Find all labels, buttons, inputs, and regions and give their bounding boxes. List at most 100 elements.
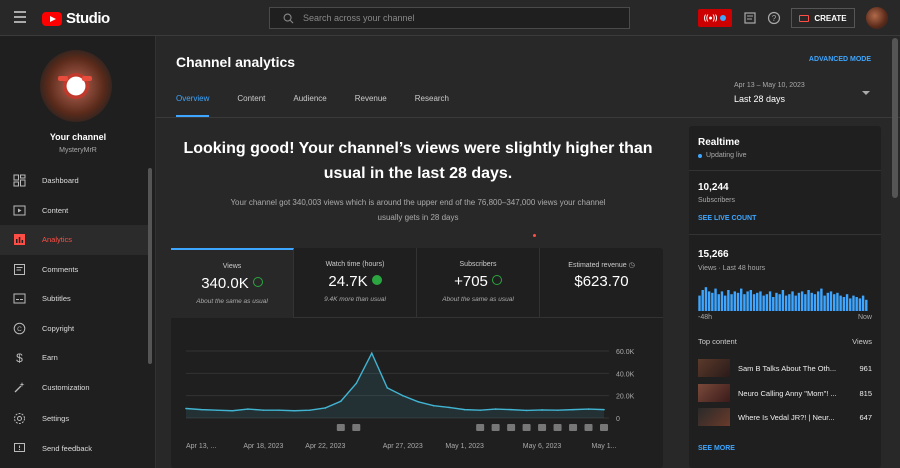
views-data-point[interactable] xyxy=(448,406,450,409)
realtime-bar[interactable] xyxy=(833,294,836,311)
realtime-bar[interactable] xyxy=(736,292,740,311)
sidebar-item-copyright[interactable]: C Copyright xyxy=(0,314,148,344)
video-marker[interactable] xyxy=(476,424,485,431)
advanced-mode-link[interactable]: ADVANCED MODE xyxy=(808,56,871,63)
go-live-button[interactable]: ((●)) xyxy=(698,9,732,27)
realtime-bar[interactable] xyxy=(768,291,772,311)
views-data-point[interactable] xyxy=(479,409,481,411)
views-data-point[interactable] xyxy=(587,408,590,410)
tab-content[interactable]: Content xyxy=(237,94,266,103)
realtime-bar[interactable] xyxy=(714,288,717,311)
views-data-point[interactable] xyxy=(231,409,234,412)
realtime-views-bars[interactable] xyxy=(698,283,868,311)
top-content-row[interactable]: Where Is Vedal JR?! | Neur... 647 xyxy=(698,407,872,427)
realtime-bar[interactable] xyxy=(784,295,788,311)
realtime-bar[interactable] xyxy=(781,290,785,311)
views-data-point[interactable] xyxy=(556,409,559,411)
views-data-point[interactable] xyxy=(510,408,512,411)
video-marker[interactable] xyxy=(491,424,500,431)
tab-revenue[interactable]: Revenue xyxy=(354,94,387,103)
views-data-point[interactable] xyxy=(417,401,420,403)
realtime-bar[interactable] xyxy=(739,288,743,311)
page-scrollbar[interactable] xyxy=(892,38,898,198)
realtime-bar[interactable] xyxy=(861,295,865,311)
date-dropdown-icon[interactable] xyxy=(862,91,870,95)
realtime-bar[interactable] xyxy=(800,291,804,311)
realtime-bar[interactable] xyxy=(842,297,846,311)
sidebar-scrollbar[interactable] xyxy=(148,168,152,364)
create-button[interactable]: CREATE xyxy=(791,8,855,28)
views-data-point[interactable] xyxy=(185,407,187,410)
realtime-bar[interactable] xyxy=(698,295,701,311)
realtime-bar[interactable] xyxy=(858,298,862,311)
realtime-bar[interactable] xyxy=(823,295,826,311)
see-live-count-link[interactable]: SEE LIVE COUNT xyxy=(698,215,757,222)
search-box[interactable] xyxy=(269,7,630,29)
realtime-bar[interactable] xyxy=(852,295,855,311)
realtime-bar[interactable] xyxy=(752,294,756,311)
realtime-bar[interactable] xyxy=(794,295,797,311)
views-data-point[interactable] xyxy=(494,408,497,410)
realtime-bar[interactable] xyxy=(816,291,820,311)
realtime-bar[interactable] xyxy=(813,294,817,311)
views-data-point[interactable] xyxy=(355,382,358,385)
top-content-row[interactable]: Sam B Talks About The Oth... 961 xyxy=(698,358,872,378)
realtime-bar[interactable] xyxy=(723,295,727,311)
views-chart[interactable]: 0 20.0K 40.0K 60.0K Apr 13, ... Apr 18, 2023 A… xyxy=(171,318,663,468)
views-data-point[interactable] xyxy=(572,408,574,411)
see-more-link[interactable]: SEE MORE xyxy=(698,445,735,452)
video-marker[interactable] xyxy=(522,424,531,431)
views-data-point[interactable] xyxy=(247,408,249,410)
realtime-bar[interactable] xyxy=(727,290,730,311)
sidebar-item-send-feedback[interactable]: Send feedback xyxy=(0,434,148,464)
realtime-bar[interactable] xyxy=(772,297,775,311)
views-data-point[interactable] xyxy=(525,409,528,412)
sidebar-item-customization[interactable]: Customization xyxy=(0,373,148,403)
metric-watch-time[interactable]: Watch time (hours) 24.7K 9.4K more than … xyxy=(294,248,417,318)
metric-estimated-revenue[interactable]: Estimated revenue ◷ $623.70 xyxy=(540,248,663,318)
views-data-point[interactable] xyxy=(463,408,466,411)
realtime-bar[interactable] xyxy=(788,294,791,311)
views-data-point[interactable] xyxy=(278,409,280,411)
realtime-bar[interactable] xyxy=(855,297,858,311)
video-marker[interactable] xyxy=(600,424,608,431)
video-marker[interactable] xyxy=(538,424,547,431)
sidebar-item-dashboard[interactable]: Dashboard xyxy=(0,166,148,196)
realtime-bar[interactable] xyxy=(807,290,810,311)
metric-views[interactable]: Views 340.0K About the same as usual xyxy=(171,248,294,318)
sidebar-item-comments[interactable]: Comments xyxy=(0,255,148,285)
video-marker[interactable] xyxy=(336,424,345,431)
realtime-bar[interactable] xyxy=(707,291,711,311)
account-avatar[interactable] xyxy=(866,7,888,29)
realtime-bar[interactable] xyxy=(756,292,759,311)
realtime-bar[interactable] xyxy=(839,295,842,311)
menu-icon[interactable] xyxy=(14,11,26,23)
video-marker[interactable] xyxy=(553,424,562,431)
date-range-text[interactable]: Apr 13 – May 10, 2023 xyxy=(734,82,805,89)
tab-overview[interactable]: Overview xyxy=(176,94,210,117)
views-data-point[interactable] xyxy=(401,394,404,397)
realtime-bar[interactable] xyxy=(730,294,733,311)
channel-avatar[interactable] xyxy=(40,50,112,122)
video-marker[interactable] xyxy=(584,424,593,431)
realtime-bar[interactable] xyxy=(820,288,823,311)
realtime-bar[interactable] xyxy=(791,291,794,311)
views-data-point[interactable] xyxy=(293,409,296,412)
realtime-bar[interactable] xyxy=(711,292,714,311)
date-range-label[interactable]: Last 28 days xyxy=(734,94,786,104)
views-data-point[interactable] xyxy=(541,409,543,411)
realtime-bar[interactable] xyxy=(804,294,807,311)
realtime-bar[interactable] xyxy=(836,292,839,311)
realtime-bar[interactable] xyxy=(845,294,849,311)
views-data-point[interactable] xyxy=(603,408,605,411)
sidebar-item-earn[interactable]: $ Earn xyxy=(0,343,148,373)
realtime-bar[interactable] xyxy=(778,294,781,311)
sidebar-item-content[interactable]: Content xyxy=(0,196,148,226)
realtime-bar[interactable] xyxy=(746,291,749,311)
realtime-bar[interactable] xyxy=(701,290,704,311)
realtime-bar[interactable] xyxy=(810,292,813,311)
search-input[interactable] xyxy=(303,13,603,23)
realtime-bar[interactable] xyxy=(849,298,852,311)
video-marker[interactable] xyxy=(569,424,578,431)
realtime-bar[interactable] xyxy=(865,299,868,311)
